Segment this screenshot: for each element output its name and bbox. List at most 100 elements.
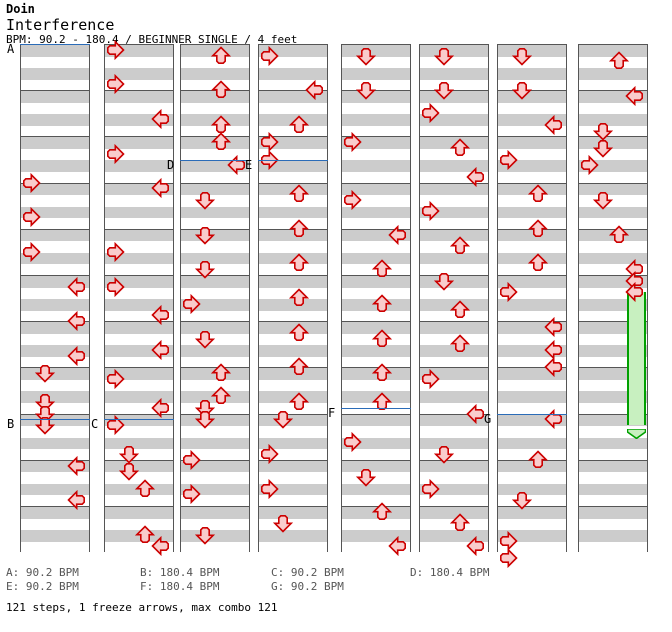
beat-row <box>498 345 566 357</box>
beat-row <box>21 264 89 276</box>
beat-row <box>498 483 566 496</box>
beat-row <box>259 91 327 103</box>
measure <box>258 321 328 369</box>
beat-row <box>579 472 647 484</box>
measure <box>180 44 250 92</box>
beat-row <box>498 68 566 80</box>
bpm-marker-label: E <box>245 157 253 172</box>
beat-row <box>21 322 89 334</box>
beat-row <box>21 391 89 404</box>
beat-row <box>579 379 647 392</box>
bpm-marker-line <box>104 419 174 421</box>
beat-row <box>420 356 488 369</box>
beat-row <box>21 91 89 103</box>
measure <box>258 228 328 276</box>
beat-row <box>181 333 249 346</box>
beat-row <box>105 403 173 415</box>
measure <box>419 136 489 184</box>
beat-row <box>420 160 488 173</box>
beat-row <box>342 472 410 484</box>
measure <box>419 44 489 92</box>
measure <box>258 367 328 415</box>
beat-row <box>420 322 488 334</box>
beat-row <box>498 310 566 323</box>
measure <box>341 367 411 415</box>
beat-row <box>342 218 410 230</box>
beat-row <box>181 437 249 450</box>
beat-row <box>21 287 89 300</box>
beat-row <box>420 518 488 531</box>
beat-row <box>342 79 410 92</box>
beat-row <box>342 379 410 392</box>
beat-row <box>21 507 89 519</box>
beat-row <box>181 414 249 427</box>
measure <box>419 321 489 369</box>
bpm-marker-label: D <box>167 157 175 172</box>
beat-row <box>259 472 327 484</box>
beat-row <box>342 276 410 288</box>
measure <box>180 90 250 138</box>
beat-row <box>498 125 566 138</box>
bpm-marker-label: C <box>91 417 99 432</box>
beat-row <box>420 45 488 57</box>
measure <box>258 413 328 461</box>
beat-row <box>579 530 647 542</box>
beat-row <box>579 356 647 369</box>
beat-row <box>579 114 647 126</box>
beat-row <box>181 368 249 380</box>
measure <box>258 90 328 138</box>
measure <box>20 459 90 507</box>
beat-row <box>259 172 327 184</box>
beat-row <box>420 403 488 415</box>
beat-row <box>21 276 89 288</box>
beat-row <box>420 472 488 484</box>
beat-row <box>21 437 89 450</box>
measure <box>497 506 567 554</box>
beat-row <box>181 160 249 173</box>
beat-row <box>342 437 410 450</box>
beat-row <box>181 507 249 519</box>
beat-row <box>342 368 410 380</box>
beat-row <box>579 229 647 242</box>
beat-row <box>21 460 89 473</box>
beat-row <box>498 541 566 554</box>
beat-row <box>259 541 327 554</box>
beat-row <box>259 206 327 219</box>
beat-row <box>498 160 566 173</box>
measure <box>180 275 250 323</box>
measure <box>180 506 250 554</box>
measure <box>341 90 411 138</box>
beat-row <box>105 252 173 265</box>
bpm-legend-entry: D: 180.4 BPM <box>410 566 490 579</box>
measure <box>104 367 174 415</box>
beat-row <box>579 414 647 427</box>
beat-row <box>420 79 488 92</box>
beat-row <box>105 333 173 346</box>
beat-row <box>181 379 249 392</box>
beat-row <box>420 56 488 69</box>
beat-row <box>498 137 566 149</box>
beat-row <box>498 172 566 184</box>
beat-row <box>259 426 327 438</box>
measure <box>20 413 90 461</box>
beat-row <box>342 102 410 115</box>
beat-row <box>181 68 249 80</box>
beat-row <box>420 264 488 276</box>
beat-row <box>181 495 249 507</box>
measure <box>258 459 328 507</box>
beat-row <box>579 460 647 473</box>
beat-row <box>579 241 647 253</box>
beat-row <box>105 495 173 507</box>
measure <box>419 459 489 507</box>
beat-row <box>21 56 89 69</box>
beat-row <box>181 472 249 484</box>
beat-row <box>420 172 488 184</box>
beat-row <box>579 45 647 57</box>
beat-row <box>342 449 410 461</box>
measure <box>497 275 567 323</box>
beat-row <box>342 172 410 184</box>
beat-row <box>105 368 173 380</box>
beat-row <box>259 137 327 149</box>
beat-row <box>342 426 410 438</box>
beat-row <box>420 507 488 519</box>
